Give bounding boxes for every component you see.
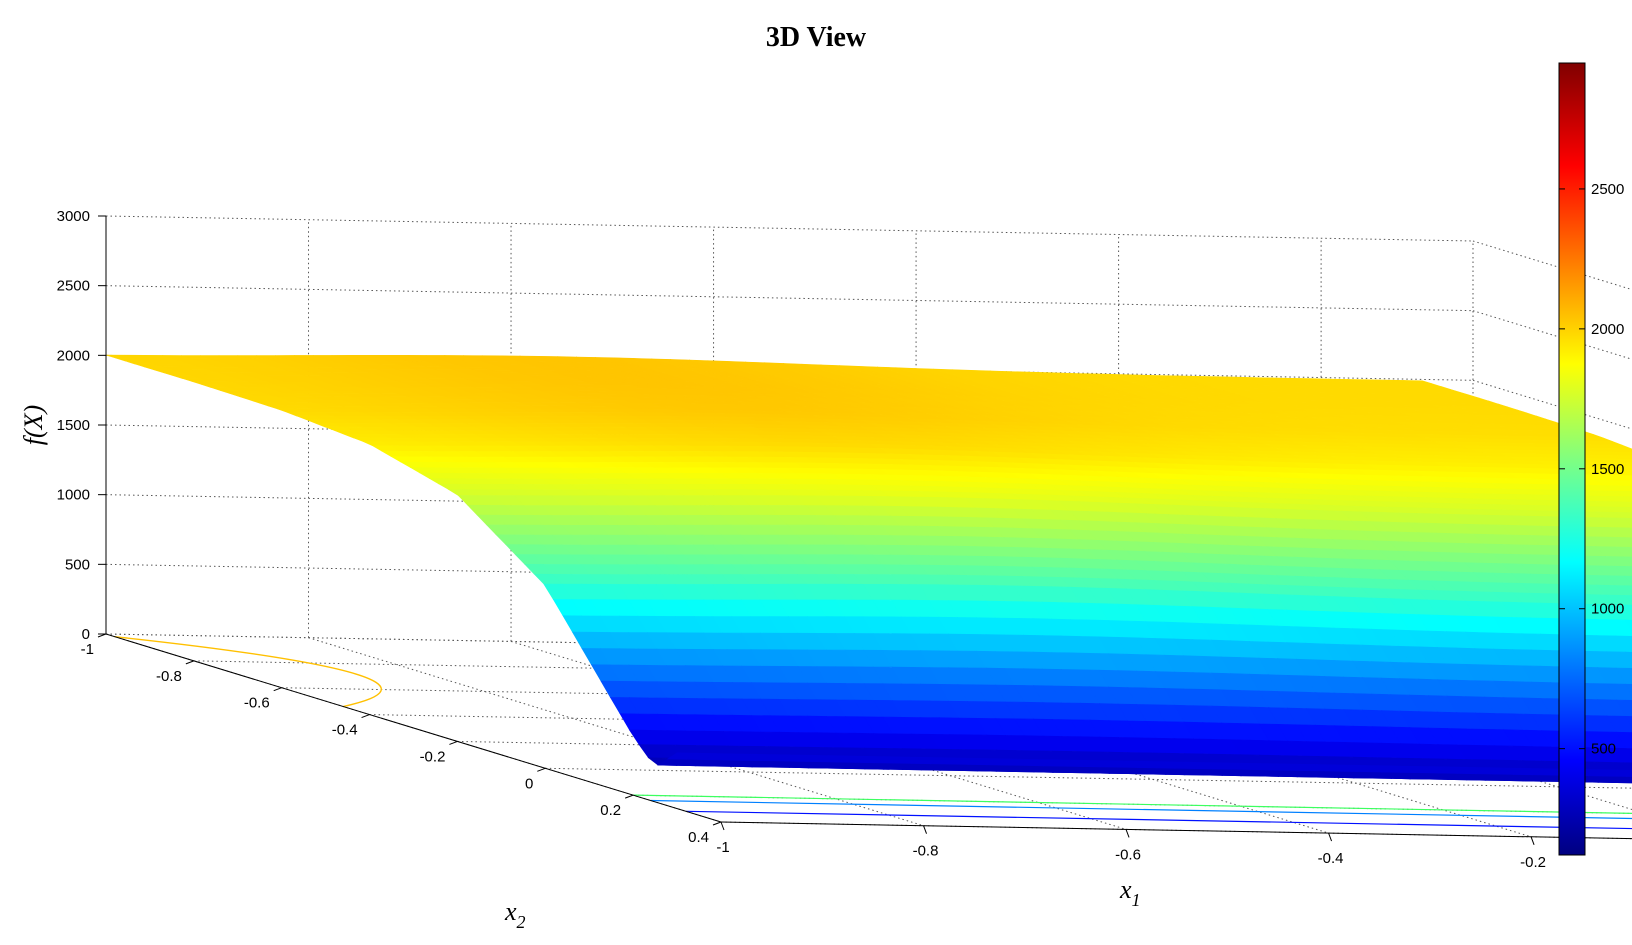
x2-axis-label: x2 <box>504 897 526 932</box>
x1-tick-label: -0.8 <box>913 843 939 860</box>
floor-gridline <box>1118 652 1632 810</box>
surface-patch <box>1623 506 1632 513</box>
x1-tick-label: -0.4 <box>1318 850 1344 867</box>
backwall-gridline <box>105 215 1474 242</box>
colorbar-tick-label: 2000 <box>1591 321 1624 338</box>
surface-patch <box>1604 556 1632 567</box>
surface-patch <box>1613 490 1632 498</box>
surface-patch <box>1604 536 1632 548</box>
surface-patch <box>1603 451 1632 457</box>
floor-gridline <box>308 637 924 827</box>
surface-patch <box>1614 501 1632 508</box>
x2-tick-mark <box>449 740 458 745</box>
x1-tick-mark <box>720 821 725 831</box>
colorbar-tick-label: 1500 <box>1591 461 1624 478</box>
x2-tick-label: 0.2 <box>600 802 621 819</box>
x2-tick-mark <box>185 660 195 665</box>
x1-tick-mark <box>1530 836 1535 845</box>
x1-tick-mark <box>1328 832 1333 842</box>
surface-patch <box>1622 451 1632 457</box>
backwall-gridline <box>105 285 1474 312</box>
x1-tick-label: -0.2 <box>1520 854 1546 871</box>
floor-gridline <box>915 648 1532 838</box>
surface-patch <box>1604 474 1632 482</box>
z-tick-label: 2000 <box>57 347 90 364</box>
surface-plot <box>105 354 1632 784</box>
x2-tick-mark <box>712 821 722 826</box>
surface-patch <box>1623 517 1632 527</box>
surface-patch <box>1623 485 1632 492</box>
x2-tick-label: -0.8 <box>156 668 182 685</box>
x1-axis-label-sub: 1 <box>1132 890 1141 910</box>
backwall-gridline <box>105 354 1474 381</box>
colorbar-tick-label: 500 <box>1591 741 1616 758</box>
x2-tick-mark <box>537 767 546 772</box>
x1-tick-label: -0.6 <box>1115 846 1141 863</box>
surface-patch <box>1614 546 1632 558</box>
surface-patch <box>1623 496 1632 502</box>
x1-tick-mark <box>923 825 927 834</box>
surface-patch <box>1613 469 1632 476</box>
x2-tick-label: -0.4 <box>332 722 358 739</box>
z-tick-label: 3000 <box>57 208 90 225</box>
z-axis-label: f(X) <box>19 405 48 445</box>
x2-tick-label: 0 <box>525 775 533 792</box>
x2-tick-label: 0.4 <box>688 829 709 846</box>
surface-patch <box>1622 465 1632 471</box>
x2-tick-mark <box>361 714 370 719</box>
x2-tick-label: -0.2 <box>420 748 446 765</box>
surface-patch <box>1613 455 1632 460</box>
chart-title: 3D View <box>766 22 867 53</box>
z-tick-label: 1000 <box>57 487 90 504</box>
z-tick-label: 1500 <box>57 417 90 434</box>
z-tick-label: 500 <box>65 556 90 573</box>
surface-patch <box>1623 556 1632 565</box>
surface-patch <box>1603 465 1632 471</box>
surface-patch <box>1613 511 1632 519</box>
surface-patch <box>1603 458 1632 464</box>
x2-tick-mark <box>624 794 634 799</box>
floor-gridline <box>713 644 1329 834</box>
floor-gridline <box>510 640 1127 830</box>
surface-patch <box>1622 458 1632 464</box>
x1-tick-label: -1 <box>716 839 729 856</box>
x1-tick-mark <box>1125 829 1130 838</box>
floor-gridline <box>633 794 1632 814</box>
x2-tick-label: -0.6 <box>244 695 270 712</box>
z-tick-label: 2500 <box>57 278 90 295</box>
colorbar <box>1558 62 1586 856</box>
surface-patch <box>1612 448 1632 453</box>
surface-patch <box>1613 480 1632 487</box>
x2-tick-label: -1 <box>81 641 94 658</box>
surface-patch <box>1614 527 1632 538</box>
surface-patch <box>1614 565 1632 577</box>
x1-axis-label: x1 <box>1119 875 1141 910</box>
surface-patch <box>1613 462 1632 467</box>
surface-patch <box>1623 475 1632 481</box>
x2-axis-label-sub: 2 <box>517 912 526 932</box>
surface-patch <box>1604 517 1632 529</box>
x2-tick-mark <box>273 687 282 692</box>
surface-patch <box>1623 537 1632 546</box>
colorbar-tick-label: 1000 <box>1591 601 1624 618</box>
colorbar-tick-label: 2500 <box>1591 181 1624 198</box>
